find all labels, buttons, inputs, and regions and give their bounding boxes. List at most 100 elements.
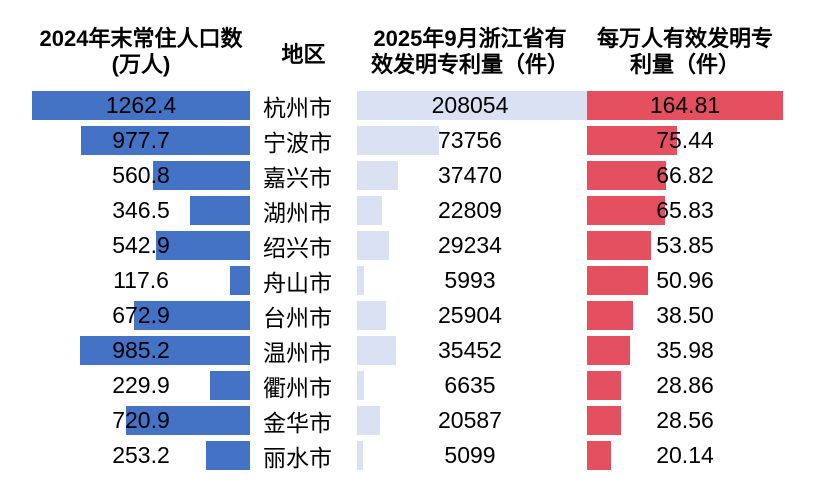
per-capita-value: 53.85: [656, 232, 714, 258]
population-bar: [206, 441, 250, 470]
patents-cell: 208054: [357, 91, 587, 120]
patents-bar: [357, 406, 380, 435]
per-capita-cell: 164.81: [587, 91, 783, 120]
population-value: 672.9: [112, 302, 170, 328]
patents-cell: 37470: [357, 161, 587, 190]
per-capita-header-line2: 利量（件）: [629, 52, 740, 77]
table-row: 672.9 台州市 25904 38.50: [32, 298, 783, 333]
region-label: 宁波市: [263, 129, 332, 156]
per-capita-bar: [587, 231, 652, 260]
patents-cell: 35452: [357, 336, 587, 365]
patents-value: 5099: [444, 442, 496, 468]
population-bar: [190, 196, 250, 225]
per-capita-value: 164.81: [649, 92, 721, 118]
per-capita-bar: [587, 301, 633, 330]
per-capita-bar: [587, 336, 630, 365]
per-capita-cell: 75.44: [587, 126, 783, 155]
per-capita-cell: 38.50: [587, 301, 783, 330]
patents-bar: [357, 231, 390, 260]
table-row: 1262.4 杭州市 208054 164.81: [32, 88, 783, 123]
population-bar: [125, 406, 250, 435]
region-label: 舟山市: [263, 269, 332, 296]
table-row: 253.2 丽水市 5099 20.14: [32, 438, 783, 473]
per-capita-header-line1: 每万人有效发明专: [596, 26, 773, 51]
per-capita-bar: [587, 196, 666, 225]
population-bar: [210, 371, 250, 400]
patents-bar: [357, 196, 383, 225]
table-row: 542.9 绍兴市 29234 53.85: [32, 228, 783, 263]
population-cell: 672.9: [32, 301, 250, 330]
population-cell: 542.9: [32, 231, 250, 260]
region-label: 绍兴市: [263, 234, 332, 261]
per-capita-cell: 53.85: [587, 231, 783, 260]
population-bar: [81, 126, 250, 155]
per-capita-value: 66.82: [656, 162, 714, 188]
patents-cell: 5993: [357, 266, 587, 295]
population-value: 977.7: [112, 127, 170, 153]
per-capita-value: 28.86: [656, 372, 714, 398]
region-label: 嘉兴市: [263, 164, 332, 191]
per-capita-cell: 20.14: [587, 441, 783, 470]
patents-cell: 5099: [357, 441, 587, 470]
population-cell: 117.6: [32, 266, 250, 295]
population-cell: 1262.4: [32, 91, 250, 120]
table-row: 985.2 温州市 35452 35.98: [32, 333, 783, 368]
patents-value: 35452: [438, 337, 502, 363]
per-capita-cell: 28.56: [587, 406, 783, 435]
population-value: 1262.4: [105, 92, 177, 118]
patents-value: 73756: [438, 127, 502, 153]
population-bar: [133, 301, 250, 330]
patents-bar: [357, 161, 399, 190]
per-capita-value: 35.98: [656, 337, 714, 363]
per-capita-bar: [587, 406, 621, 435]
patents-value: 6635: [444, 372, 496, 398]
table-row: 229.9 衢州市 6635 28.86: [32, 368, 783, 403]
per-capita-cell: 28.86: [587, 371, 783, 400]
population-value: 346.5: [112, 197, 170, 223]
region-label: 温州市: [263, 339, 332, 366]
population-bar: [153, 161, 250, 190]
region-label: 丽水市: [263, 444, 332, 471]
population-cell: 985.2: [32, 336, 250, 365]
patents-bar: [357, 91, 587, 120]
patents-cell: 29234: [357, 231, 587, 260]
population-value: 720.9: [112, 407, 170, 433]
region-label: 金华市: [263, 409, 332, 436]
patents-bar: [357, 336, 397, 365]
region-label: 湖州市: [263, 199, 332, 226]
per-capita-bar: [587, 441, 611, 470]
patents-value: 20587: [438, 407, 502, 433]
population-value: 229.9: [112, 372, 170, 398]
patents-header-line1: 2025年9月浙江省有: [373, 26, 567, 51]
per-capita-value: 20.14: [656, 442, 714, 468]
patents-header-line2: 效发明专利量（件）: [370, 52, 569, 77]
patents-cell: 6635: [357, 371, 587, 400]
patents-value: 5993: [444, 267, 496, 293]
patents-value: 25904: [438, 302, 502, 328]
per-capita-cell: 66.82: [587, 161, 783, 190]
population-header-line2: (万人): [111, 52, 171, 77]
table-row: 117.6 舟山市 5993 50.96: [32, 263, 783, 298]
patents-value: 37470: [438, 162, 502, 188]
patents-bar: [357, 301, 386, 330]
per-capita-cell: 50.96: [587, 266, 783, 295]
patents-value: 22809: [438, 197, 502, 223]
population-bar: [156, 231, 250, 260]
population-cell: 253.2: [32, 441, 250, 470]
per-capita-column-header: 每万人有效发明专 利量（件）: [587, 26, 783, 78]
patents-bar: [357, 441, 363, 470]
patents-cell: 25904: [357, 301, 587, 330]
table-row: 560.8 嘉兴市 37470 66.82: [32, 158, 783, 193]
population-bar: [32, 91, 250, 120]
patents-value: 208054: [431, 92, 509, 118]
per-capita-value: 38.50: [656, 302, 714, 328]
population-bar: [229, 266, 250, 295]
patents-cell: 20587: [357, 406, 587, 435]
patents-cell: 73756: [357, 126, 587, 155]
population-cell: 229.9: [32, 371, 250, 400]
per-capita-bar: [587, 91, 783, 120]
population-column-header: 2024年末常住人口数 (万人): [22, 26, 260, 78]
population-value: 117.6: [113, 267, 169, 293]
table-row: 977.7 宁波市 73756 75.44: [32, 123, 783, 158]
patents-bar: [357, 371, 365, 400]
